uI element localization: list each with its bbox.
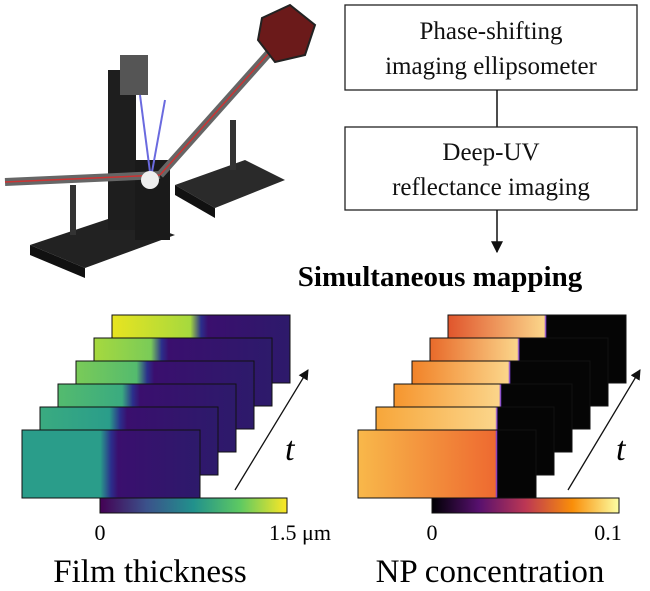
- time-label: t: [285, 431, 296, 468]
- time-label: t: [616, 431, 627, 468]
- colorbar-label: 0.1: [594, 520, 622, 545]
- caption: NP concentration: [376, 554, 605, 590]
- colorbar-label: 1.5 μm: [269, 520, 331, 545]
- caption: Film thickness: [53, 554, 246, 590]
- flow-node: [344, 126, 638, 211]
- colorbar-label: 0: [95, 520, 106, 545]
- node-text: Phase-shifting: [419, 18, 563, 45]
- instrument: [4, 3, 317, 278]
- image-stacks: [21, 314, 627, 499]
- time-arrow: [234, 369, 309, 491]
- flow-node: [344, 4, 638, 91]
- image-frame: [357, 429, 537, 499]
- node-text: reflectance imaging: [392, 174, 590, 201]
- colorbar: [431, 497, 620, 514]
- colorbar-label: 0: [427, 520, 438, 545]
- heading: Simultaneous mapping: [298, 261, 583, 293]
- node-text: imaging ellipsometer: [385, 53, 597, 80]
- node-text: Deep-UV: [442, 139, 539, 166]
- time-arrow: [567, 369, 641, 491]
- colorbar: [99, 497, 288, 514]
- image-frame: [21, 429, 201, 499]
